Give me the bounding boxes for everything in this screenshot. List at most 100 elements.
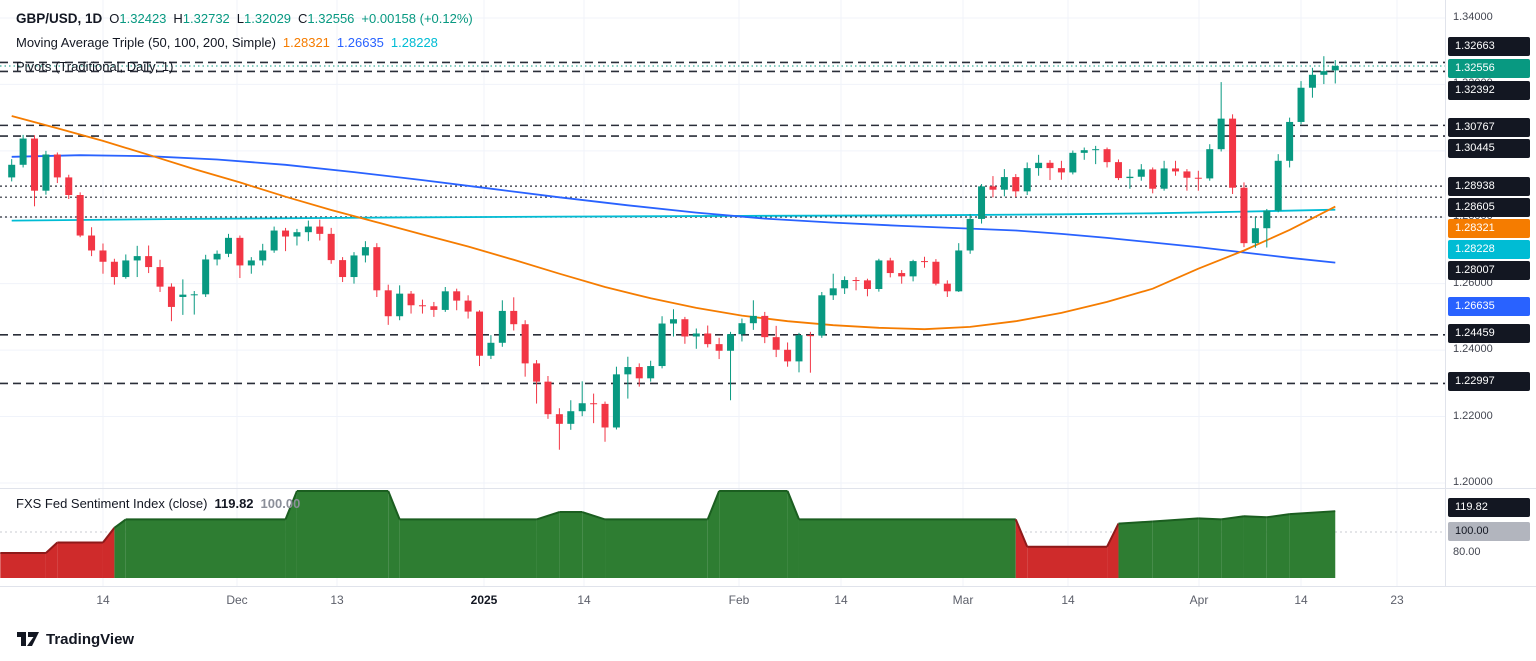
candle-body bbox=[224, 237, 232, 254]
candle-body bbox=[875, 260, 883, 289]
candle-body bbox=[247, 260, 255, 266]
time-axis-label: 23 bbox=[1390, 593, 1404, 607]
candle-body bbox=[909, 261, 917, 277]
legend-pivots-row[interactable]: Pivots (Traditional, Daily, 1) bbox=[16, 59, 174, 74]
price-axis-badge: 1.24459 bbox=[1448, 323, 1530, 343]
legend-symbol-row[interactable]: GBP/USD, 1D O1.32423 H1.32732 L1.32029 C… bbox=[16, 11, 473, 26]
candle-body bbox=[989, 186, 997, 190]
candle-body bbox=[852, 280, 860, 282]
price-axis-badge: 1.32392 bbox=[1448, 80, 1530, 100]
candle-body bbox=[88, 235, 96, 251]
candle-body bbox=[1080, 150, 1088, 153]
candle-body bbox=[510, 310, 518, 325]
candle-body bbox=[1126, 176, 1134, 179]
symbol-title[interactable]: GBP/USD, 1D bbox=[16, 11, 103, 26]
price-axis-badge: 1.28605 bbox=[1448, 197, 1530, 217]
candle-body bbox=[1172, 168, 1180, 172]
tradingview-logo[interactable]: TradingView bbox=[16, 629, 134, 649]
candle-body bbox=[1274, 160, 1282, 211]
price-axis-label: 1.22000 bbox=[1453, 409, 1493, 422]
candle-body bbox=[795, 335, 803, 362]
candle-body bbox=[407, 293, 415, 306]
candle-body bbox=[1137, 169, 1145, 177]
candle-body bbox=[1092, 149, 1100, 151]
candle-body bbox=[202, 259, 210, 295]
candle-body bbox=[1160, 168, 1168, 189]
candle-body bbox=[932, 261, 940, 284]
candle-body bbox=[373, 247, 381, 291]
tradingview-logo-text: TradingView bbox=[46, 630, 135, 648]
candle-body bbox=[487, 342, 495, 356]
sentiment-area-segment bbox=[399, 519, 537, 578]
sentiment-edge-segment bbox=[1198, 517, 1222, 521]
candle-body bbox=[715, 344, 723, 351]
ma200-value: 1.28228 bbox=[390, 35, 438, 50]
sentiment-edge-segment bbox=[1243, 515, 1267, 519]
candle-body bbox=[841, 280, 849, 289]
pivots-indicator-title[interactable]: Pivots (Traditional, Daily, 1) bbox=[16, 59, 174, 74]
candle-body bbox=[669, 319, 677, 324]
sentiment-area-segment bbox=[1107, 523, 1119, 578]
legend-sentiment-row[interactable]: FXS Fed Sentiment Index (close) 119.82 1… bbox=[16, 496, 300, 511]
tradingview-logo-icon bbox=[17, 632, 39, 646]
candle-body bbox=[647, 366, 655, 379]
sentiment-area-segment bbox=[559, 512, 583, 578]
sentiment-edge-segment bbox=[1289, 510, 1336, 516]
change-value: +0.00158 (+0.12%) bbox=[361, 11, 473, 26]
candle-body bbox=[1046, 162, 1054, 169]
legend-ma-row[interactable]: Moving Average Triple (50, 100, 200, Sim… bbox=[16, 35, 438, 50]
candle-body bbox=[829, 288, 837, 296]
candle-body bbox=[53, 154, 61, 178]
sentiment-area-segment bbox=[1221, 516, 1244, 578]
candle-body bbox=[316, 226, 324, 234]
sentiment-area-segment bbox=[1015, 519, 1028, 578]
time-axis[interactable]: 14 Dec 13 2025 14 Feb 14 Mar 14 Apr 14 23 bbox=[0, 588, 1536, 614]
candle-body bbox=[270, 230, 278, 251]
candle-body bbox=[738, 323, 746, 335]
sentiment-area-segment bbox=[114, 519, 126, 578]
candle-body bbox=[1286, 121, 1294, 161]
candle-body bbox=[327, 233, 335, 261]
price-axis-label: 1.24000 bbox=[1453, 343, 1493, 356]
candle-body bbox=[110, 261, 118, 278]
candle-body bbox=[863, 280, 871, 289]
price-axis-badge: 1.30767 bbox=[1448, 117, 1530, 137]
candle-body bbox=[384, 290, 392, 317]
candle-body bbox=[521, 324, 529, 364]
candle-body bbox=[99, 250, 107, 262]
sentiment-edge-segment bbox=[387, 490, 401, 520]
candle-body bbox=[464, 300, 472, 312]
sentiment-edge-segment bbox=[536, 511, 560, 521]
ma50-line bbox=[11, 115, 1336, 331]
time-axis-label: Feb bbox=[728, 593, 750, 607]
candle-body bbox=[133, 256, 141, 261]
ohlc-high: H1.32732 bbox=[173, 11, 230, 26]
candle-body bbox=[692, 333, 700, 337]
sentiment-area-segment bbox=[0, 553, 46, 578]
ma-indicator-title[interactable]: Moving Average Triple (50, 100, 200, Sim… bbox=[16, 35, 276, 50]
price-axis[interactable]: 1.340001.320001.300001.280001.260001.240… bbox=[1446, 0, 1536, 586]
candle-body bbox=[156, 267, 164, 287]
price-axis-badge: 1.28938 bbox=[1448, 176, 1530, 196]
sentiment-axis-label: 80.00 bbox=[1453, 546, 1481, 558]
sentiment-area-segment bbox=[798, 519, 1016, 578]
sentiment-indicator-title[interactable]: FXS Fed Sentiment Index (close) bbox=[16, 496, 208, 511]
candle-body bbox=[635, 367, 643, 379]
candle-body bbox=[1057, 168, 1065, 173]
sentiment-edge-segment bbox=[1221, 515, 1245, 521]
sentiment-edge-segment bbox=[284, 490, 298, 520]
ohlc-close: C1.32556 bbox=[298, 11, 355, 26]
sentiment-edge-segment bbox=[1014, 519, 1029, 548]
sentiment-area-segment bbox=[1152, 518, 1199, 578]
candle-body bbox=[1217, 118, 1225, 150]
candle-body bbox=[1194, 177, 1202, 179]
candle-body bbox=[361, 247, 369, 256]
candle-body bbox=[453, 291, 461, 301]
candle-body bbox=[727, 334, 735, 351]
sentiment-area-segment bbox=[125, 519, 286, 578]
candle-body bbox=[886, 260, 894, 274]
candle-body bbox=[1023, 168, 1031, 192]
sentiment-value: 119.82 bbox=[214, 496, 254, 511]
